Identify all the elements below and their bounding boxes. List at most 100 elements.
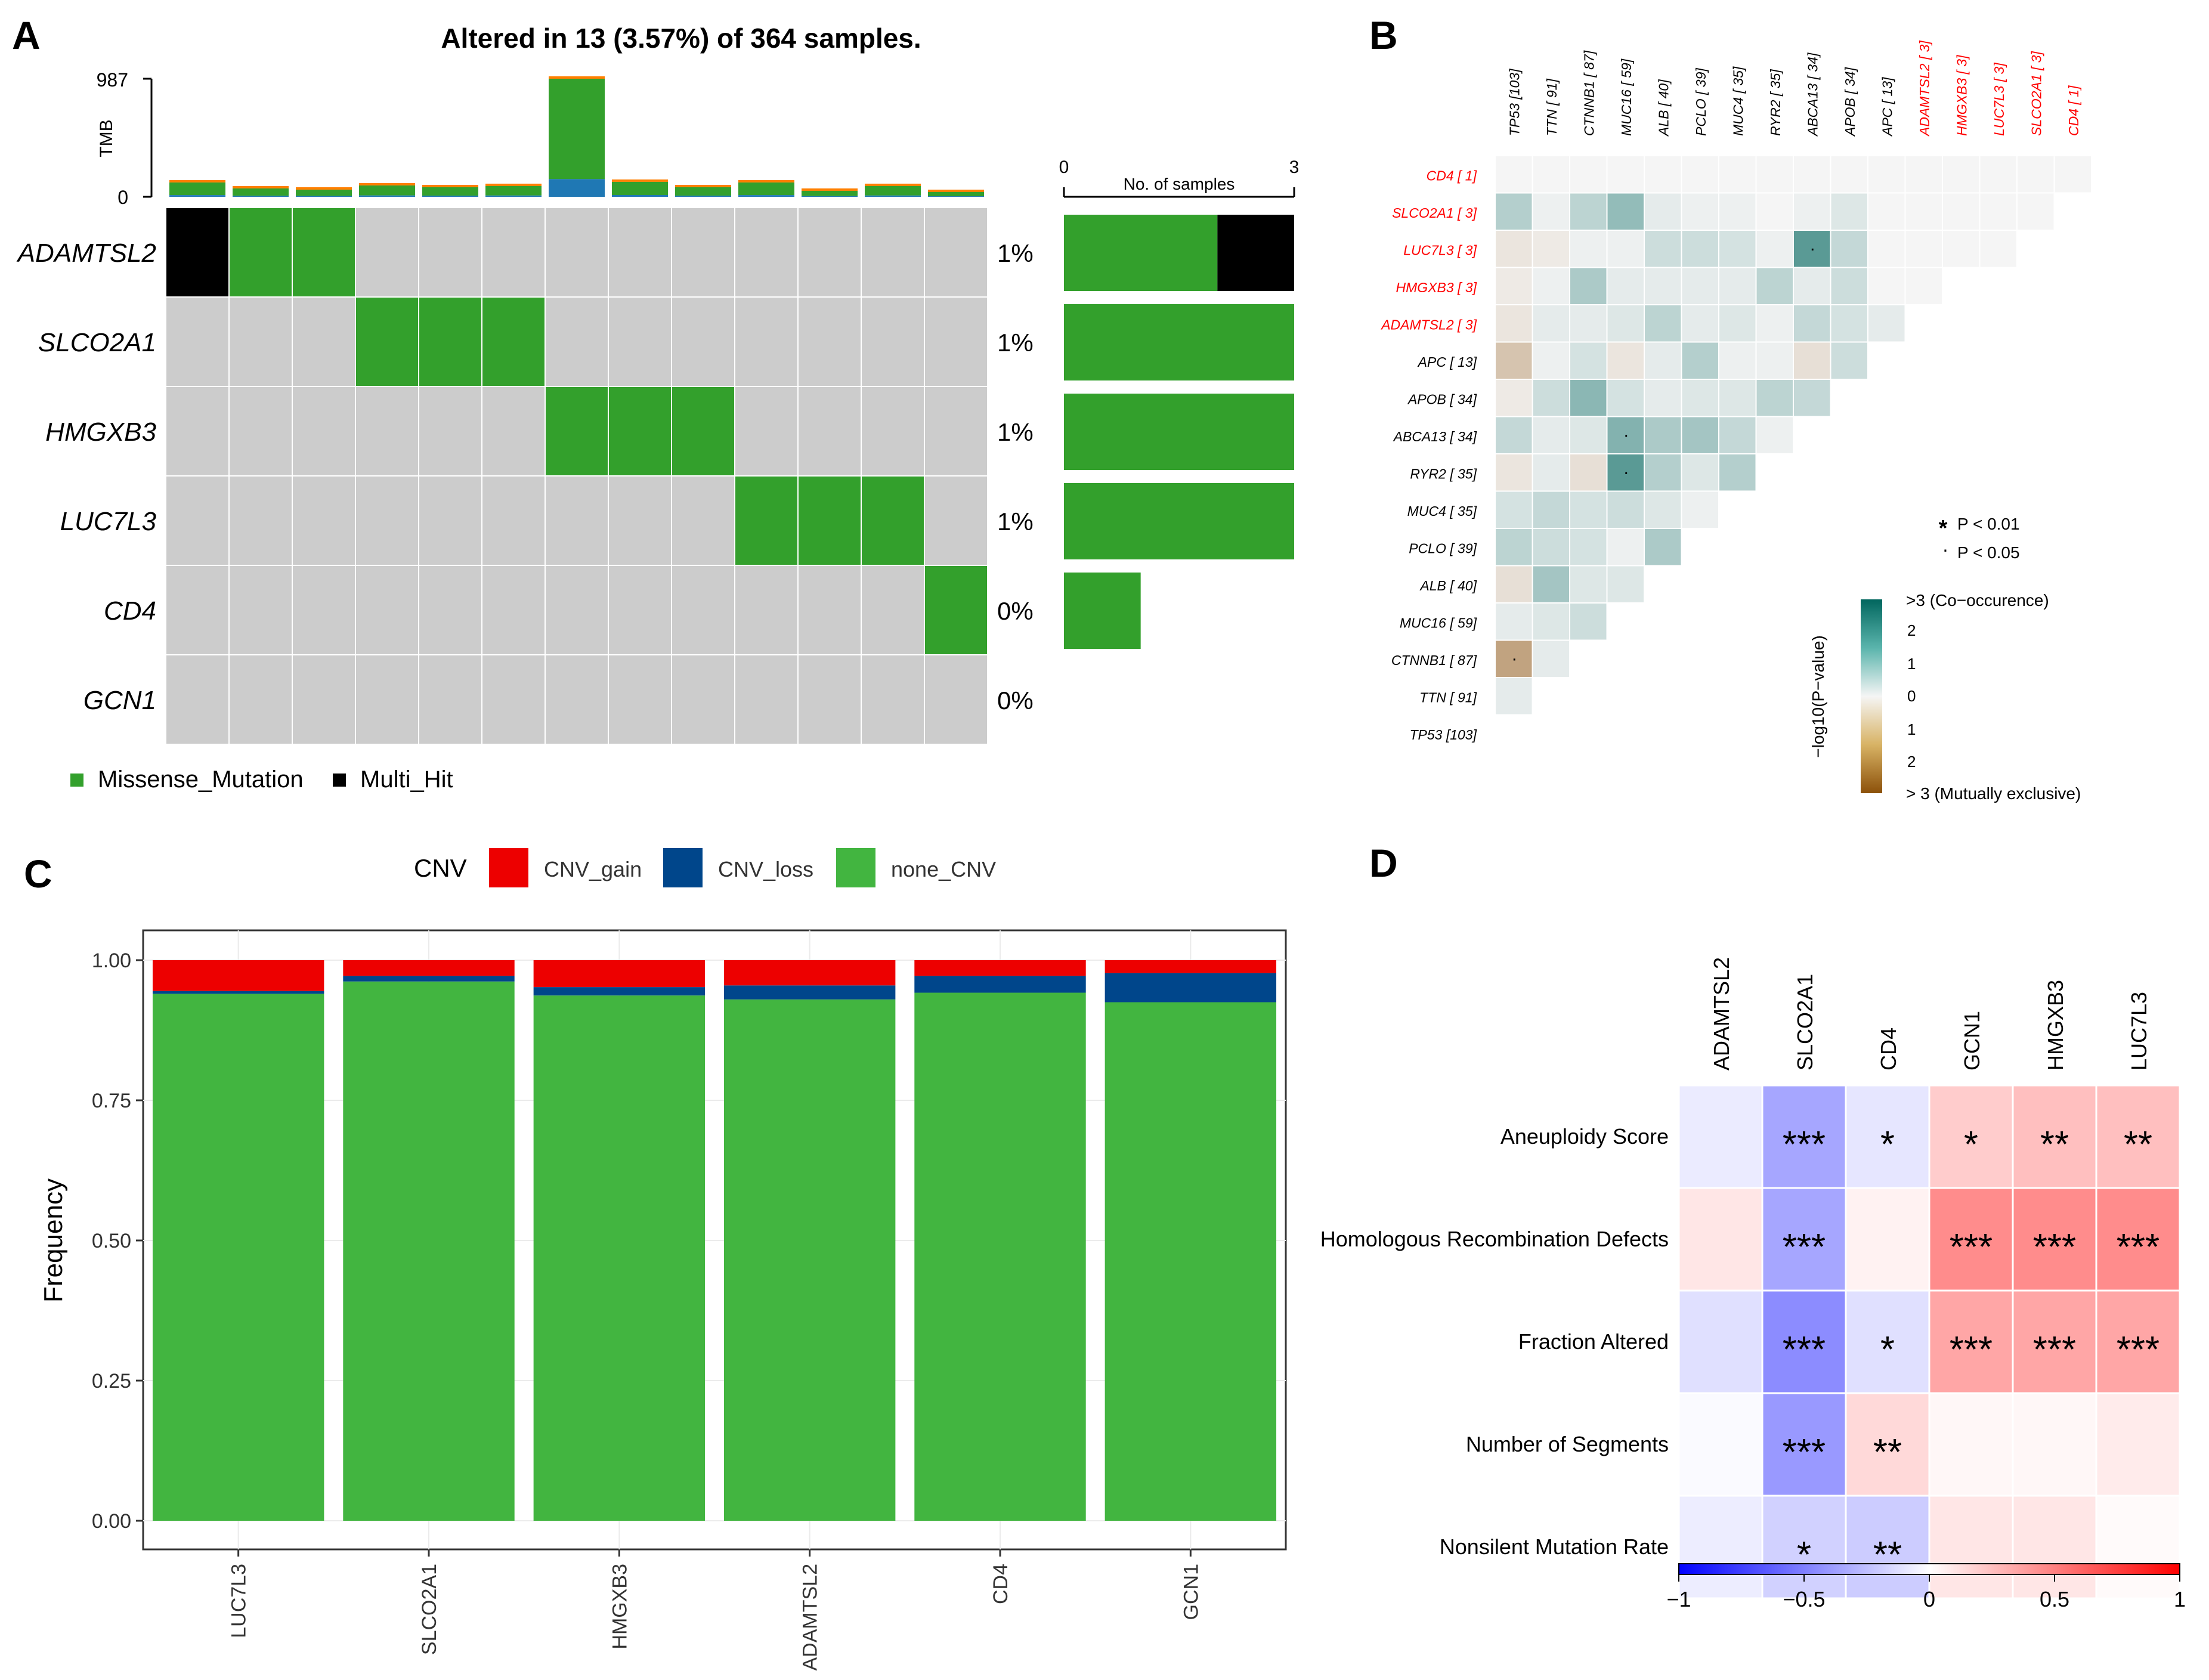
oncoplot-gene-labels: ADAMTSL2 SLCO2A1 HMGXB3 LUC7L3 CD4 GCN1 <box>16 239 157 715</box>
interaction-cell <box>1533 231 1569 267</box>
interaction-row-label-muc16-59: MUC16 [ 59] <box>1400 615 1477 630</box>
empty-cell <box>861 386 925 477</box>
interaction-cell <box>1943 193 1979 230</box>
interaction-cell <box>1868 305 1905 342</box>
interaction-column-labels: TP53 [103] TTN [ 91] CTNNB1 [ 87] MUC16 [ 5… <box>1506 41 2081 137</box>
cnv-bar-cnv-gain-slco2a1 <box>343 960 515 976</box>
interaction-cell <box>1645 417 1681 453</box>
empty-cell <box>292 386 356 477</box>
cnv-y-ticks: 0.00 0.25 0.50 0.75 1.00 <box>92 949 143 1533</box>
empty-cell <box>671 296 735 387</box>
correlation-significance: *** <box>2033 1227 2076 1268</box>
empty-cell <box>481 565 546 655</box>
correlation-colorbar-label: 1 <box>2174 1587 2186 1611</box>
correlation-significance: ** <box>1873 1432 1902 1473</box>
correlation-significance: ** <box>2124 1124 2152 1165</box>
empty-cell <box>797 565 862 655</box>
interaction-cell <box>1645 491 1681 528</box>
percent-label: 1% <box>997 508 1034 536</box>
correlation-colorbar-label: 0.5 <box>2040 1587 2069 1611</box>
empty-cell <box>165 296 230 387</box>
interaction-colorbar: >3 (Co−occurence) 2 1 0 1 2 > 3 (Mutuall… <box>1809 591 2081 803</box>
correlation-colorbar: −1 −0.5 0 0.5 1 <box>1666 1563 2186 1611</box>
interaction-row-label-apob-34: APOB [ 34] <box>1407 391 1477 407</box>
cnv-y-tick-label: 1.00 <box>92 949 131 972</box>
interaction-cell <box>1682 491 1718 528</box>
interaction-cell <box>1682 156 1718 193</box>
cnv-bar-cnv-loss-cd4 <box>914 976 1086 993</box>
interaction-row-label-slco2a1-3: SLCO2A1 [ 3] <box>1392 205 1477 221</box>
samples-axis: 0 3 No. of samples <box>1059 157 1299 198</box>
correlation-colorbar-label: −1 <box>1666 1587 1691 1611</box>
interaction-cell <box>1570 305 1607 342</box>
interaction-row-label-abca13-34: ABCA13 [ 34] <box>1393 429 1477 444</box>
cnv-legend: CNV_gain CNV_loss none_CNV <box>489 848 996 887</box>
empty-cell <box>292 565 356 655</box>
interaction-cell <box>1719 231 1756 267</box>
correlation-cell <box>1678 1187 1764 1292</box>
gene-label-adamtsl2: ADAMTSL2 <box>16 239 156 268</box>
interaction-cell <box>1794 231 1830 267</box>
missense-cell <box>861 475 925 566</box>
interaction-cell <box>1756 417 1793 453</box>
interaction-cell <box>1570 342 1607 379</box>
missense-cell <box>292 207 356 298</box>
colorbar-bottom-label: > 3 (Mutually exclusive) <box>1906 784 2081 803</box>
interaction-row-label-ctnnb1-87: CTNNB1 [ 87] <box>1391 652 1477 668</box>
legend-swatch-multi-hit <box>333 774 346 787</box>
correlation-col-label-slco2a1: SLCO2A1 <box>1793 974 1817 1071</box>
cnv-legend-label-cnv-loss: CNV_loss <box>718 857 813 881</box>
interaction-cell <box>1682 305 1718 342</box>
interaction-cell <box>1496 342 1532 379</box>
empty-cell <box>481 386 546 477</box>
interaction-cell <box>1943 231 1979 267</box>
interaction-cell <box>1607 268 1644 304</box>
interaction-cell <box>1794 342 1830 379</box>
empty-cell <box>228 386 293 477</box>
interaction-cell <box>1533 193 1569 230</box>
correlation-row-label-number-of-segments: Number of Segments <box>1466 1432 1669 1456</box>
correlation-cell <box>1845 1187 1930 1292</box>
interaction-cell <box>1570 566 1607 602</box>
tmb-bar-other <box>738 195 794 197</box>
tmb-bar-other <box>296 196 352 197</box>
tmb-bar-missense <box>422 187 478 196</box>
missense-cell <box>671 386 735 477</box>
interaction-cell <box>1719 380 1756 416</box>
interaction-cell <box>1905 156 1942 193</box>
empty-cell <box>608 654 672 745</box>
empty-cell <box>228 654 293 745</box>
empty-cell <box>544 207 609 298</box>
p-legend-symbol-1: * <box>1939 516 1948 541</box>
empty-cell <box>671 565 735 655</box>
cnv-y-tick-label: 0.00 <box>92 1510 131 1533</box>
cnv-bar-cnv-gain-gcn1 <box>1104 960 1277 973</box>
correlation-significance: * <box>1880 1329 1895 1370</box>
interaction-cell <box>1607 305 1644 342</box>
empty-cell <box>797 386 862 477</box>
cnv-legend-label-none-cnv: none_CNV <box>891 857 996 881</box>
tmb-bar-top <box>296 187 352 190</box>
interaction-cell <box>1533 305 1569 342</box>
tmb-bar-missense <box>359 185 415 196</box>
p-legend-label-1: P < 0.01 <box>1957 515 2020 533</box>
tmb-bar-other <box>359 195 415 197</box>
cnv-legend-swatch-none-cnv <box>836 848 875 887</box>
correlation-col-label-adamtsl2: ADAMTSL2 <box>1709 957 1734 1071</box>
cnv-bar-cnv-loss-luc7l3 <box>152 991 324 994</box>
interaction-cell <box>1533 156 1569 193</box>
interaction-cell <box>1496 604 1532 640</box>
correlation-row-label-nonsilent-mutation-rate: Nonsilent Mutation Rate <box>1440 1534 1669 1559</box>
correlation-significance: *** <box>1950 1227 1993 1268</box>
gene-label-luc7l3: LUC7L3 <box>60 507 157 536</box>
significance-mark: · <box>1623 462 1629 482</box>
empty-cell <box>861 565 925 655</box>
tmb-bar-missense <box>738 182 794 196</box>
tmb-bar-other <box>612 194 668 197</box>
interaction-row-label-ryr2-35: RYR2 [ 35] <box>1410 466 1477 481</box>
interaction-cell <box>1943 156 1979 193</box>
cnv-y-tick-label: 0.25 <box>92 1370 131 1393</box>
tmb-bar-missense <box>802 190 858 196</box>
interaction-col-label-ryr2-35: RYR2 [ 35] <box>1768 69 1783 136</box>
